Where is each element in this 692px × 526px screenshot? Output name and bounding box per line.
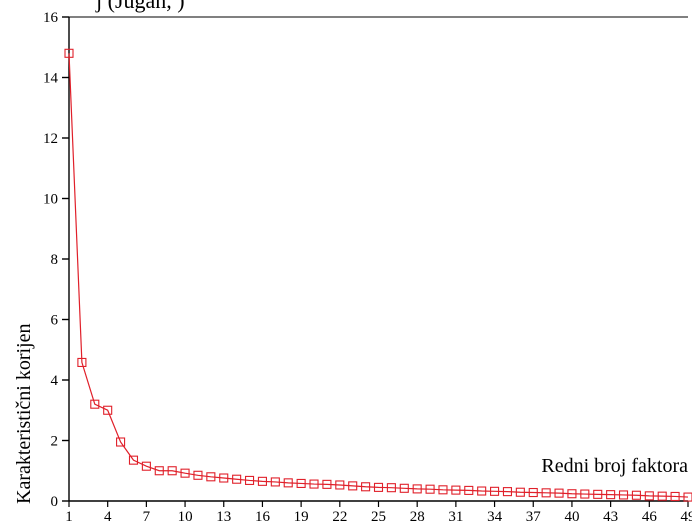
data-point-marker	[335, 480, 345, 490]
data-point-marker	[180, 468, 190, 478]
y-tick-label: 10	[43, 192, 58, 208]
data-point-marker	[128, 455, 139, 465]
data-point-marker	[580, 489, 590, 499]
data-point-marker	[683, 492, 692, 502]
data-point-marker	[219, 473, 229, 483]
x-axis-title: Redni broj faktora	[541, 455, 688, 477]
data-point-marker	[593, 489, 603, 499]
data-point-marker	[477, 486, 487, 496]
data-point-marker	[244, 475, 255, 485]
data-point-marker	[64, 48, 74, 58]
data-point-marker	[103, 405, 113, 415]
data-point-marker	[541, 488, 551, 498]
data-point-marker	[464, 485, 474, 495]
data-point-marker	[438, 485, 448, 495]
data-point-marker	[77, 357, 87, 368]
x-tick-label: 4	[104, 509, 112, 525]
data-point-marker	[270, 477, 280, 487]
data-point-marker	[116, 437, 126, 447]
data-point-marker	[412, 484, 422, 494]
chart-title: j (Jugan, )	[95, 0, 185, 13]
x-tick-label: 25	[371, 509, 386, 525]
data-point-marker	[373, 482, 384, 492]
y-tick-label: 14	[43, 71, 59, 87]
x-tick-label: 22	[332, 509, 347, 525]
data-point-marker	[567, 489, 577, 499]
x-tick-label: 13	[216, 509, 231, 525]
data-point-marker	[606, 490, 616, 500]
data-point-marker	[670, 491, 680, 502]
data-point-marker	[528, 487, 538, 498]
data-point-marker	[257, 476, 267, 486]
y-tick-label: 2	[51, 434, 59, 450]
x-tick-label: 19	[294, 509, 309, 525]
data-point-marker	[322, 479, 332, 489]
data-point-marker	[425, 484, 435, 494]
data-point-marker	[502, 487, 513, 497]
data-point-marker	[399, 483, 409, 493]
data-point-marker	[90, 399, 100, 409]
x-tick-label: 40	[564, 509, 579, 525]
y-tick-label: 0	[51, 494, 59, 510]
y-axis-title: Karakteristični korijen	[13, 324, 35, 505]
data-point-marker	[515, 487, 525, 497]
x-tick-label: 49	[681, 509, 692, 525]
data-point-marker	[193, 470, 203, 480]
x-tick-label: 34	[487, 509, 503, 525]
data-point-marker	[309, 479, 319, 489]
data-point-marker	[167, 466, 177, 476]
data-point-marker	[296, 478, 306, 489]
x-tick-label: 16	[255, 509, 271, 525]
x-tick-label: 7	[143, 509, 151, 525]
data-point-marker	[206, 472, 216, 482]
data-point-marker	[644, 491, 654, 501]
data-series	[64, 48, 692, 502]
data-point-marker	[631, 490, 641, 500]
data-point-marker	[361, 482, 371, 492]
x-tick-label: 46	[642, 509, 658, 525]
data-point-marker	[386, 483, 396, 493]
data-point-marker	[348, 481, 358, 491]
data-point-marker	[618, 490, 629, 500]
x-tick-label: 43	[603, 509, 618, 525]
data-point-marker	[141, 461, 151, 471]
series-line	[68, 53, 689, 498]
y-tick-label: 16	[43, 10, 59, 26]
x-tick-label: 31	[448, 509, 463, 525]
y-tick-label: 4	[51, 373, 59, 389]
data-point-marker	[490, 486, 500, 496]
y-tick-label: 6	[51, 313, 59, 329]
y-tick-label: 12	[43, 131, 58, 147]
data-point-marker	[154, 466, 164, 476]
data-point-marker	[451, 485, 461, 495]
x-tick-label: 10	[178, 509, 193, 525]
x-tick-label: 1	[65, 509, 73, 525]
data-point-marker	[232, 474, 242, 484]
data-point-marker	[554, 488, 564, 498]
y-tick-label: 8	[51, 252, 59, 268]
data-point-marker	[283, 478, 293, 488]
data-point-marker	[657, 491, 667, 501]
x-tick-label: 37	[526, 509, 542, 525]
x-tick-label: 28	[410, 509, 425, 525]
